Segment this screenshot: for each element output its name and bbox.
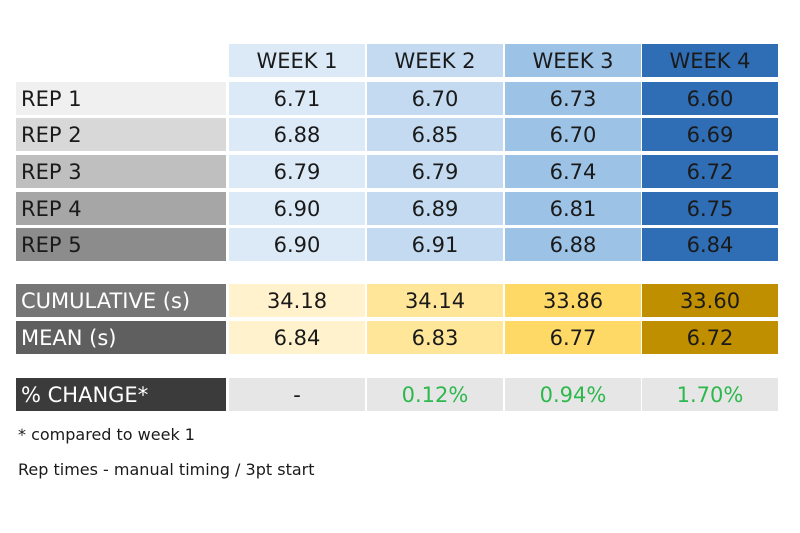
cell-change-week-1: - xyxy=(229,378,365,411)
cell-rep-4-week-3: 6.81 xyxy=(505,192,641,225)
row-label-cumulative: CUMULATIVE (s) xyxy=(16,284,226,317)
cell-rep-3-week-4: 6.72 xyxy=(642,155,778,188)
cell-cumulative-week-1: 34.18 xyxy=(229,284,365,317)
cell-rep-2-week-3: 6.70 xyxy=(505,118,641,151)
cell-rep-1-week-3: 6.73 xyxy=(505,82,641,115)
cell-rep-3-week-2: 6.79 xyxy=(367,155,503,188)
cell-change-week-3: 0.94% xyxy=(505,378,641,411)
cell-mean-week-2: 6.83 xyxy=(367,321,503,354)
cell-mean-week-4: 6.72 xyxy=(642,321,778,354)
cell-rep-4-week-4: 6.75 xyxy=(642,192,778,225)
column-header-week-2: WEEK 2 xyxy=(367,44,503,77)
cell-rep-2-week-1: 6.88 xyxy=(229,118,365,151)
row-label-percent-change: % CHANGE* xyxy=(16,378,226,411)
row-label-rep-5: REP 5 xyxy=(16,228,226,261)
column-header-week-1: WEEK 1 xyxy=(229,44,365,77)
cell-mean-week-3: 6.77 xyxy=(505,321,641,354)
row-label-rep-3: REP 3 xyxy=(16,155,226,188)
cell-rep-5-week-2: 6.91 xyxy=(367,228,503,261)
cell-rep-4-week-2: 6.89 xyxy=(367,192,503,225)
row-label-rep-4: REP 4 xyxy=(16,192,226,225)
cell-change-week-4: 1.70% xyxy=(642,378,778,411)
footnote-timing: Rep times - manual timing / 3pt start xyxy=(18,460,315,479)
row-label-rep-1: REP 1 xyxy=(16,82,226,115)
column-header-week-3: WEEK 3 xyxy=(505,44,641,77)
cell-cumulative-week-2: 34.14 xyxy=(367,284,503,317)
cell-rep-1-week-2: 6.70 xyxy=(367,82,503,115)
cell-rep-5-week-1: 6.90 xyxy=(229,228,365,261)
cell-rep-5-week-4: 6.84 xyxy=(642,228,778,261)
cell-rep-3-week-1: 6.79 xyxy=(229,155,365,188)
cell-cumulative-week-3: 33.86 xyxy=(505,284,641,317)
cell-mean-week-1: 6.84 xyxy=(229,321,365,354)
cell-cumulative-week-4: 33.60 xyxy=(642,284,778,317)
cell-change-week-2: 0.12% xyxy=(367,378,503,411)
cell-rep-1-week-4: 6.60 xyxy=(642,82,778,115)
footnote-comparison: * compared to week 1 xyxy=(18,425,195,444)
column-header-week-4: WEEK 4 xyxy=(642,44,778,77)
row-label-mean: MEAN (s) xyxy=(16,321,226,354)
cell-rep-3-week-3: 6.74 xyxy=(505,155,641,188)
cell-rep-5-week-3: 6.88 xyxy=(505,228,641,261)
row-label-rep-2: REP 2 xyxy=(16,118,226,151)
cell-rep-4-week-1: 6.90 xyxy=(229,192,365,225)
cell-rep-2-week-2: 6.85 xyxy=(367,118,503,151)
cell-rep-2-week-4: 6.69 xyxy=(642,118,778,151)
cell-rep-1-week-1: 6.71 xyxy=(229,82,365,115)
